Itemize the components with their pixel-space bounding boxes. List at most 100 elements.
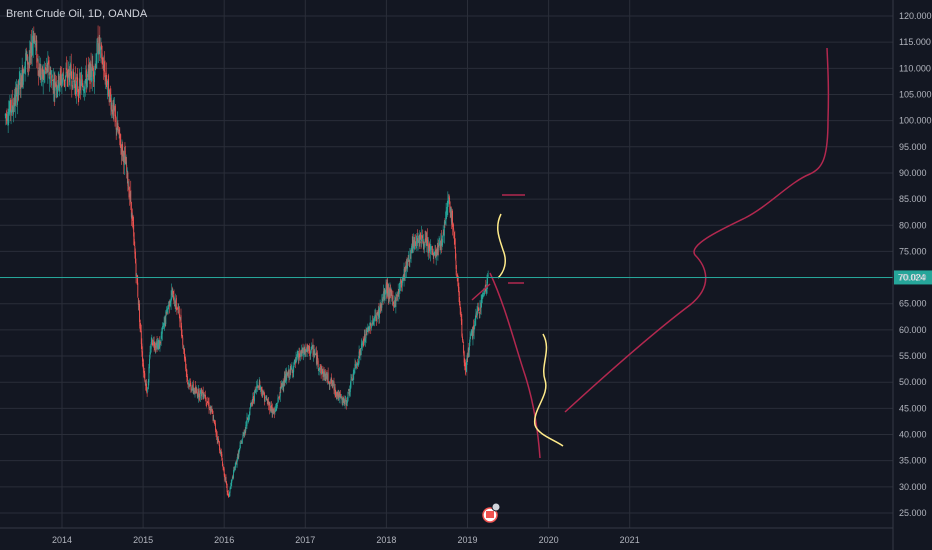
candle-body: [381, 298, 383, 302]
candle-body: [264, 393, 265, 402]
candle-body: [351, 376, 352, 378]
candle-body: [471, 330, 473, 338]
candle-body: [8, 111, 10, 124]
candle-body: [217, 437, 219, 441]
candle-body: [454, 246, 456, 259]
candle-body: [416, 240, 418, 244]
candle-body: [270, 405, 272, 411]
candle-body: [42, 71, 44, 83]
candle-body: [411, 245, 413, 253]
candle-body: [348, 389, 350, 394]
candle-body: [268, 402, 270, 405]
red-projection-path[interactable]: [489, 272, 541, 459]
candle-body: [31, 42, 32, 57]
candle-body: [223, 468, 225, 476]
candle-body: [281, 383, 283, 387]
candle-body: [352, 373, 354, 380]
y-tick-label: 75.000: [899, 246, 927, 256]
candle-body: [252, 396, 254, 400]
candle-body: [294, 360, 296, 364]
candle-body: [151, 337, 153, 342]
candle-body: [266, 399, 268, 401]
candle-body: [261, 387, 263, 392]
candle-body: [256, 387, 258, 388]
candle-body: [132, 221, 134, 227]
time-axis[interactable]: 2014 2015 2016 2017 2018 2019 2020 2021: [0, 527, 893, 545]
candle-body: [30, 42, 32, 53]
candle-body: [69, 72, 70, 83]
candle-body: [60, 76, 62, 85]
candle-body: [129, 193, 131, 197]
candle-body: [76, 76, 78, 80]
candle-body: [250, 402, 252, 405]
candle-body: [442, 232, 444, 238]
candle-body: [429, 247, 431, 254]
candle-body: [17, 80, 19, 96]
candle-body: [62, 74, 64, 77]
candle-body: [358, 360, 359, 366]
candle-body: [20, 72, 22, 88]
red-short-segment[interactable]: [471, 283, 491, 301]
price-axis[interactable]: 25.000 30.000 35.000 40.000 45.000 50.000 55.0…: [892, 0, 932, 550]
candle-body: [409, 254, 411, 262]
candle-body: [185, 358, 187, 369]
candle-body: [181, 325, 183, 337]
candle-body: [11, 99, 13, 113]
candle-body: [311, 346, 313, 348]
candle-body: [29, 52, 31, 53]
candle-body: [414, 237, 416, 250]
yellow-wave-upper[interactable]: [497, 213, 506, 279]
candle-body: [118, 129, 120, 132]
candle-body: [450, 210, 452, 222]
candle-body: [363, 335, 365, 344]
candle-body: [113, 103, 115, 110]
candle-body: [140, 324, 142, 331]
candle-body: [354, 364, 356, 370]
candle-body: [262, 391, 264, 394]
candle-body: [14, 94, 16, 107]
candle-body: [304, 349, 306, 354]
candle-body: [428, 245, 430, 249]
candle-body: [303, 349, 305, 356]
candle-body: [405, 261, 407, 269]
candle-body: [94, 63, 96, 71]
event-marker-icon[interactable]: [482, 502, 501, 523]
candle-body: [478, 312, 480, 314]
candle-body: [15, 88, 17, 89]
candle-body: [221, 454, 223, 461]
candle-body: [422, 237, 424, 243]
candle-body: [346, 401, 348, 403]
candle-body: [78, 90, 80, 99]
candle-body: [468, 347, 470, 352]
candle-body: [330, 382, 331, 384]
candle-body: [220, 451, 222, 456]
candle-body: [475, 313, 477, 320]
candle-body: [365, 329, 367, 339]
candle-body: [301, 348, 303, 353]
candle-body: [483, 294, 485, 296]
candle-body: [130, 190, 132, 205]
candle-body: [139, 303, 140, 323]
candle-body: [284, 375, 286, 383]
candle-body: [156, 342, 157, 346]
candle-body: [214, 420, 216, 425]
candle-body: [257, 384, 258, 389]
candle-body: [147, 380, 149, 390]
yellow-wave-lower[interactable]: [534, 333, 564, 447]
candle-body: [49, 72, 51, 74]
candle-body: [366, 329, 368, 332]
candle-body: [178, 306, 180, 316]
candle-body: [309, 351, 311, 354]
candle-body: [198, 388, 200, 397]
candle-body: [202, 391, 204, 397]
candle-body: [397, 295, 399, 297]
candle-body: [241, 438, 243, 444]
candle-body: [183, 348, 185, 349]
candle-body: [107, 79, 109, 85]
candle-body: [86, 78, 88, 88]
candle-body: [213, 419, 215, 422]
candle-body: [32, 40, 34, 46]
red-long-projection-path[interactable]: [564, 47, 830, 413]
